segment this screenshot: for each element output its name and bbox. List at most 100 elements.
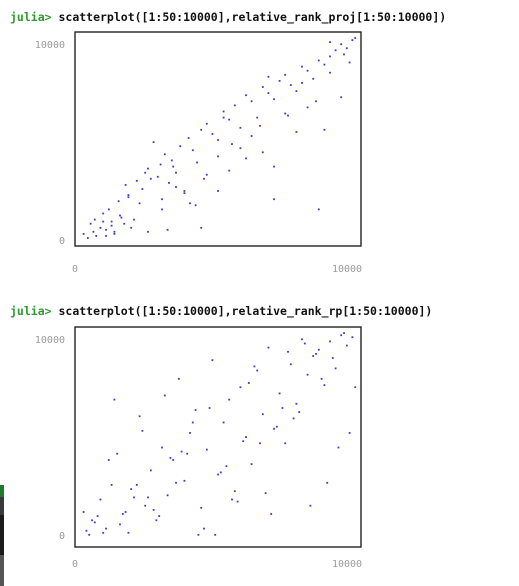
scatter-point [168,182,170,184]
julia-prompt: julia> [10,10,52,24]
scatter-point [295,402,298,405]
plot-frame [74,31,362,247]
scatter-point [158,515,161,517]
scatter-point [183,479,186,482]
scatter-point [337,446,340,449]
scatter-point [233,104,236,107]
scatter-point [245,157,247,160]
scatter-point [334,367,337,370]
scatter-point [253,365,256,368]
scatter-point [222,116,225,119]
scatter-point [217,139,219,141]
scatterplot-canvas: 10000 0 0 10000 [35,31,362,275]
scatter-point [315,100,317,103]
scatter-point [102,212,105,215]
scatter-point [256,369,259,372]
scatter-point [323,63,326,66]
scatter-point [295,90,298,92]
scatter-point [239,147,242,150]
scatterplot-canvas: 10000 0 0 10000 [35,326,362,570]
scatter-point [172,165,175,168]
scatter-point [256,116,259,119]
scatter-point [96,515,99,517]
scatter-point [242,440,245,443]
scatter-point [123,222,126,225]
scatter-point [135,179,138,182]
scatter-point [312,355,315,357]
scatter-point [113,398,116,401]
scatter-point [116,452,119,455]
scatter-point [270,513,273,515]
scatter-point [340,334,343,337]
scatter-point [93,218,96,221]
scatter-point [141,429,144,432]
scatter-point [275,425,278,428]
scatter-point [121,513,124,515]
scatter-point [301,82,303,84]
scatter-point [343,332,345,334]
scatter-point [102,531,105,534]
x-tick-min: 0 [72,559,78,570]
scatter-point [228,398,231,401]
scatter-point [329,55,331,58]
scatter-point [196,161,198,164]
scatter-point [149,469,152,472]
scatter-point [301,338,303,341]
scatter-point [239,386,242,389]
y-tick-min: 0 [59,531,65,542]
scatter-point [147,496,149,499]
scatter-point [99,226,102,229]
command-line-2: julia> scatterplot([1:50:10000],relative… [10,304,432,318]
scatter-point [203,527,205,530]
scatter-point [200,226,203,229]
command-text: scatterplot([1:50:10000],relative_rank_p… [51,10,447,24]
scatter-point [183,192,186,194]
scatter-point [117,200,120,203]
scatter-point [163,394,166,397]
scatter-point [175,171,177,174]
scatter-point [267,346,270,349]
scatter-point [298,411,301,413]
scatter-point [200,128,203,131]
scatter-point [329,41,331,43]
scatter-point [219,471,222,474]
scatter-point [161,208,163,211]
scatter-point [102,220,105,223]
scatter-point [348,61,351,64]
scatter-point [345,344,348,347]
scatter-point [289,84,292,86]
scatter-point [340,43,343,46]
scatter-point [113,233,116,235]
scatter-point [147,230,149,233]
scatter-point [273,98,275,101]
scatter-point [152,509,155,511]
scatter-point [267,75,270,78]
scatter-point [351,39,354,41]
scatter-point [287,350,289,353]
scatter-point [334,49,337,52]
scatter-point [306,69,309,72]
scatter-point [172,459,175,461]
scatter-point [222,110,225,113]
scatter-point [189,202,191,205]
scatter-point [231,143,233,145]
command-line-1: julia> scatterplot([1:50:10000],relative… [10,10,446,24]
scatter-point [225,465,228,468]
plot-frame [74,326,362,548]
scatter-point [127,196,130,199]
scatter-point [239,126,242,129]
scatter-point [264,492,267,495]
scatter-point [149,177,152,180]
scatter-point [259,442,261,445]
scatter-point [326,481,329,484]
scatter-point [191,149,194,152]
scatter-point [138,202,141,205]
scatter-point [250,463,253,465]
command-text: scatterplot([1:50:10000],relative_rank_r… [51,304,433,318]
scatter-point [217,473,219,476]
scatter-point [92,230,95,233]
scatter-point [222,421,225,424]
scatter-point [208,407,211,409]
scatter-point [231,498,233,501]
scatter-point [194,409,197,411]
